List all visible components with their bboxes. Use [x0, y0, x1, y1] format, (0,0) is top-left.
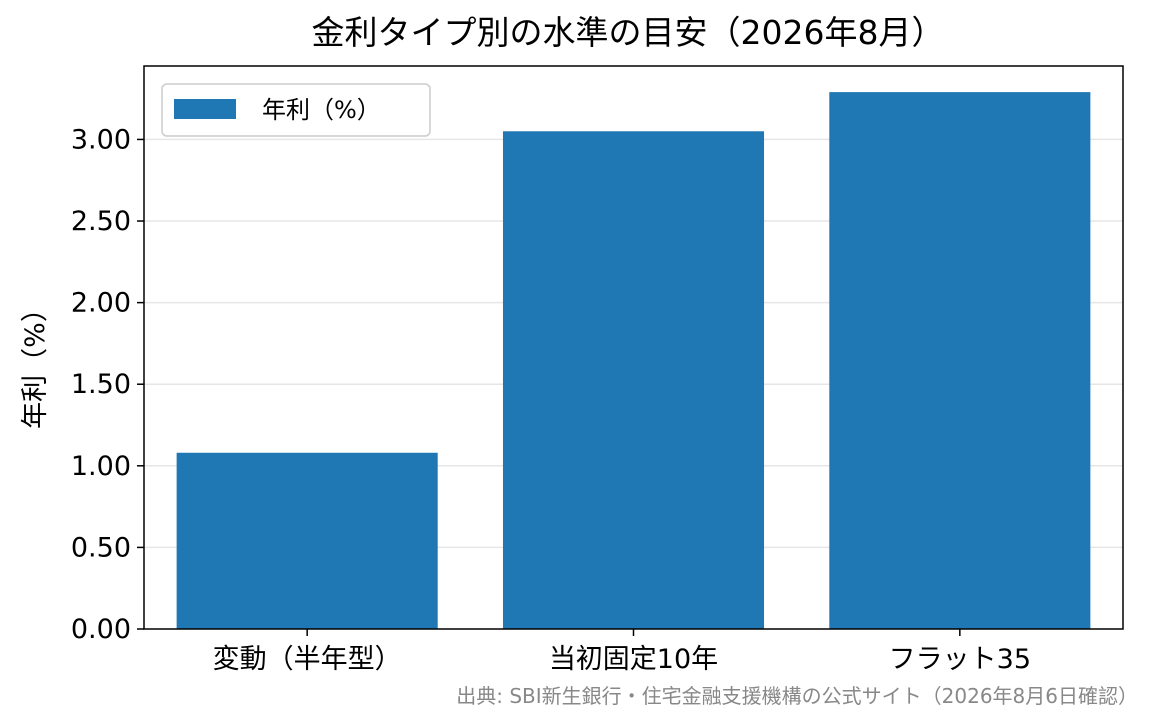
chart-title: 金利タイプ別の水準の目安（2026年8月） — [312, 13, 945, 52]
bar — [502, 131, 765, 629]
y-tick-label: 1.00 — [71, 451, 131, 482]
y-axis-ticks: 0.00 0.50 1.00 1.50 2.00 2.50 3.00 — [71, 124, 144, 645]
plot-area-frame — [143, 65, 1124, 630]
y-tick-label: 2.00 — [71, 288, 131, 319]
source-note: 出典: SBI新生銀行・住宅金融支援機構の公式サイト（2026年8月6日確認） — [456, 684, 1138, 708]
y-tick-label: 3.00 — [71, 124, 131, 155]
bars — [176, 92, 1091, 629]
bar — [829, 92, 1091, 629]
y-axis-label: 年利（%） — [20, 295, 51, 429]
x-tick-label: 当初固定10年 — [549, 644, 718, 675]
legend-box — [161, 83, 431, 137]
x-axis-ticks: 変動（半年型） 当初固定10年 フラット35 — [213, 629, 1031, 675]
y-tick-label: 1.50 — [71, 369, 131, 400]
legend-swatch — [174, 99, 236, 119]
x-tick-label: フラット35 — [889, 644, 1031, 675]
legend-label: 年利（%） — [262, 96, 381, 124]
y-tick-label: 0.00 — [71, 614, 131, 645]
legend: 年利（%） — [161, 83, 431, 137]
x-tick-label: 変動（半年型） — [213, 644, 402, 675]
bar — [176, 452, 438, 629]
y-tick-label: 0.50 — [71, 532, 131, 563]
y-tick-label: 2.50 — [71, 206, 131, 237]
